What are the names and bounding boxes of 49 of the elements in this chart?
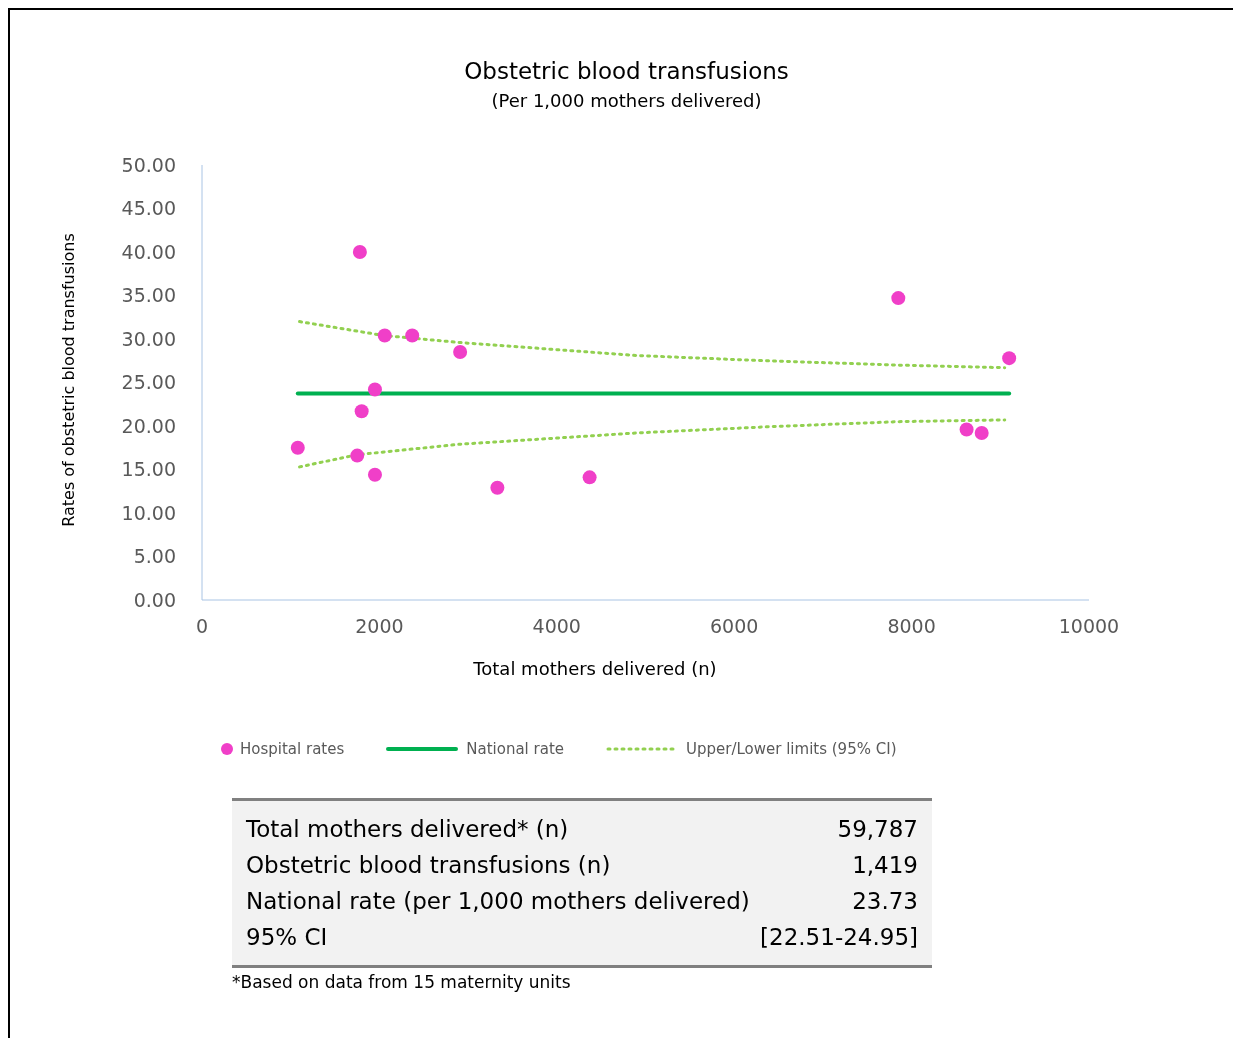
point	[582, 470, 597, 485]
x-axis-title: Total mothers delivered (n)	[472, 658, 718, 679]
legend-label: Hospital rates	[240, 740, 345, 758]
y-tick-label: 50.00	[121, 153, 176, 176]
legend-label: National rate	[466, 740, 565, 758]
text: 59,787	[837, 815, 918, 844]
x-tick-label: 8000	[887, 615, 936, 638]
y-axis-title: Rates of obstetric blood transfusions	[58, 233, 78, 527]
text: Obstetric blood transfusions (n)	[246, 851, 611, 880]
text: *Based on data from 15 maternity units	[232, 972, 571, 992]
x-tick-label: 6000	[710, 615, 759, 638]
y-tick-label: 35.00	[121, 284, 176, 307]
text: 95% CI	[246, 923, 328, 952]
y-tick-label: 25.00	[121, 371, 176, 394]
point	[367, 467, 382, 482]
y-tick-label: 20.00	[121, 414, 176, 437]
point	[891, 291, 906, 306]
point	[490, 480, 505, 495]
point	[350, 448, 365, 463]
line-series	[298, 418, 1007, 469]
point	[974, 425, 989, 440]
y-tick-label: 45.00	[121, 197, 176, 220]
text: National rate (per 1,000 mothers delivered)	[246, 887, 750, 916]
point	[1002, 351, 1017, 366]
chart-title: Obstetric blood transfusions	[463, 58, 790, 84]
y-tick-label: 30.00	[121, 327, 176, 350]
y-tick-label: 0.00	[133, 588, 176, 611]
point	[290, 440, 305, 455]
x-tick-label: 2000	[355, 615, 404, 638]
point	[367, 382, 382, 397]
x-tick-label: 0	[195, 615, 209, 638]
point	[377, 328, 392, 343]
text: [22.51-24.95]	[760, 923, 918, 952]
x-tick-label: 10000	[1058, 615, 1120, 638]
y-tick-label: 5.00	[133, 545, 176, 568]
point	[453, 345, 468, 360]
chart-subtitle: (Per 1,000 mothers delivered)	[490, 90, 763, 111]
y-tick-label: 10.00	[121, 501, 176, 524]
text: 23.73	[852, 887, 918, 916]
point	[405, 328, 420, 343]
y-tick-label: 15.00	[121, 458, 176, 481]
point	[354, 404, 369, 419]
y-tick-label: 40.00	[121, 240, 176, 263]
point	[959, 422, 974, 437]
x-tick-label: 4000	[532, 615, 581, 638]
point	[352, 245, 367, 259]
text: Total mothers delivered* (n)	[246, 815, 569, 844]
legend-label: Upper/Lower limits (95% CI)	[686, 740, 897, 758]
text: 1,419	[852, 851, 918, 880]
